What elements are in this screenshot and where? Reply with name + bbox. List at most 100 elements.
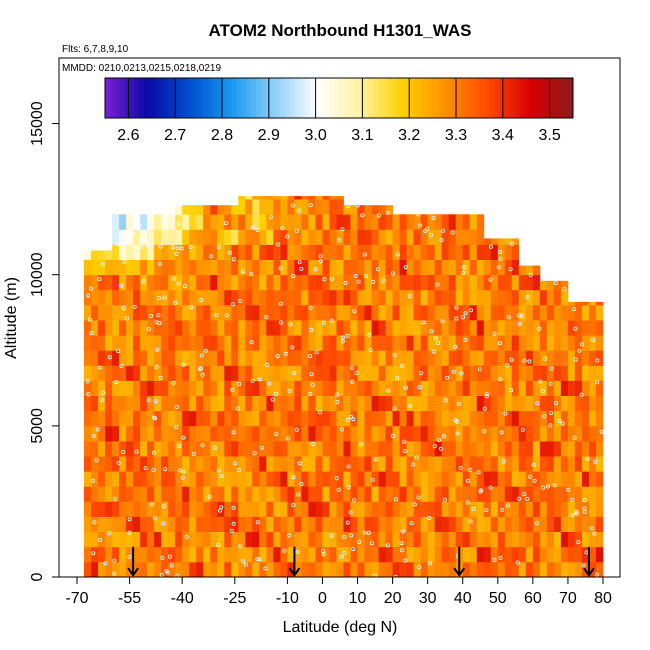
heatmap-cell xyxy=(140,244,148,260)
heatmap-cell xyxy=(483,320,492,336)
heatmap-cell xyxy=(455,516,464,532)
heatmap-cell xyxy=(168,425,176,442)
heatmap-cell xyxy=(259,410,267,427)
heatmap-cell xyxy=(406,456,414,472)
sample-point xyxy=(207,494,212,499)
heatmap-cell xyxy=(301,199,309,215)
heatmap-cell xyxy=(371,214,379,230)
heatmap-cell xyxy=(217,229,225,245)
heatmap-cell xyxy=(273,380,281,396)
heatmap-cell xyxy=(329,199,337,215)
heatmap-cell xyxy=(343,205,351,215)
heatmap-cell xyxy=(245,561,253,578)
heatmap-cell xyxy=(182,531,190,548)
heatmap-cell xyxy=(357,214,365,230)
heatmap-cell xyxy=(582,441,590,457)
heatmap-cell xyxy=(364,320,372,336)
heatmap-cell xyxy=(448,289,457,306)
sample-point xyxy=(297,260,302,265)
heatmap-cell xyxy=(336,289,344,306)
heatmap-cell xyxy=(301,441,309,457)
heatmap-cell xyxy=(574,441,583,457)
heatmap-cell xyxy=(343,304,351,321)
heatmap-cell xyxy=(448,365,457,381)
heatmap-cell xyxy=(476,229,485,245)
heatmap-cell xyxy=(105,546,113,563)
heatmap-cell xyxy=(308,199,316,215)
heatmap-cell xyxy=(210,456,218,472)
x-tick-label: 30 xyxy=(419,590,437,607)
heatmap-cell xyxy=(189,561,197,578)
heatmap-cell xyxy=(518,320,527,336)
heatmap-cell xyxy=(539,410,548,427)
heatmap-cell xyxy=(596,410,604,427)
heatmap-cell xyxy=(518,335,527,351)
heatmap-cell xyxy=(574,380,583,396)
heatmap-cell xyxy=(182,205,190,215)
heatmap-cell xyxy=(259,486,267,502)
heatmap-cell xyxy=(448,304,457,321)
heatmap-cell xyxy=(280,320,288,336)
heatmap-cell xyxy=(266,335,274,351)
heatmap-cell xyxy=(490,304,499,321)
colorbar-tick-label: 3.2 xyxy=(398,127,420,144)
colorbar-tick-label: 2.8 xyxy=(211,127,233,144)
heatmap-cell xyxy=(154,335,162,351)
heatmap-cell xyxy=(273,546,281,563)
heatmap-cell xyxy=(182,320,190,336)
heatmap-cell xyxy=(364,561,372,578)
sample-point xyxy=(368,348,373,353)
heatmap-cell xyxy=(224,259,232,276)
heatmap-cell xyxy=(378,365,386,381)
heatmap-cell xyxy=(427,441,436,457)
heatmap-cell xyxy=(210,205,218,215)
heatmap-cell xyxy=(259,320,267,336)
heatmap-cell xyxy=(245,531,253,548)
heatmap-cell xyxy=(91,501,99,517)
heatmap-cell xyxy=(259,304,267,321)
heatmap-cell xyxy=(336,456,344,472)
heatmap-cell xyxy=(140,304,148,321)
heatmap-cell xyxy=(280,335,288,351)
heatmap-cell xyxy=(224,365,232,381)
heatmap-cell xyxy=(231,501,239,517)
heatmap-cell xyxy=(98,410,106,427)
heatmap-cell xyxy=(315,425,323,442)
heatmap-cell xyxy=(518,425,527,442)
heatmap-cell xyxy=(322,380,330,396)
heatmap-cell xyxy=(582,486,590,502)
heatmap-cell xyxy=(511,274,520,291)
heatmap-cell xyxy=(469,456,478,472)
heatmap-cell xyxy=(490,456,499,472)
sample-point xyxy=(199,298,204,303)
heatmap-cell xyxy=(280,274,288,291)
heatmap-cell xyxy=(371,274,379,291)
sample-point xyxy=(116,460,121,465)
sample-point xyxy=(89,330,94,335)
heatmap-cell xyxy=(455,531,464,548)
heatmap-cell xyxy=(273,274,281,291)
colorbar-segment xyxy=(119,78,125,118)
heatmap-cell xyxy=(91,380,99,396)
heatmap-cell xyxy=(273,259,281,276)
sample-point xyxy=(150,502,155,507)
colorbar-segment xyxy=(470,78,476,118)
heatmap-cell xyxy=(196,365,204,381)
sample-point xyxy=(503,411,508,416)
heatmap-cell xyxy=(539,471,548,487)
profile-marker-head xyxy=(583,567,595,577)
heatmap-cell xyxy=(252,561,260,578)
colorbar-segment xyxy=(504,78,511,118)
heatmap-cell xyxy=(259,365,267,381)
heatmap-cell xyxy=(413,350,421,366)
heatmap-cell xyxy=(497,380,506,396)
heatmap-cell xyxy=(378,259,386,276)
heatmap-cell xyxy=(378,471,386,487)
heatmap-cell xyxy=(231,289,239,306)
sample-point xyxy=(121,306,126,311)
heatmap-cell xyxy=(546,471,555,487)
colorbar-segment xyxy=(480,78,486,118)
heatmap-cell xyxy=(294,196,302,200)
heatmap-cell xyxy=(287,425,295,442)
sample-point xyxy=(308,203,313,208)
